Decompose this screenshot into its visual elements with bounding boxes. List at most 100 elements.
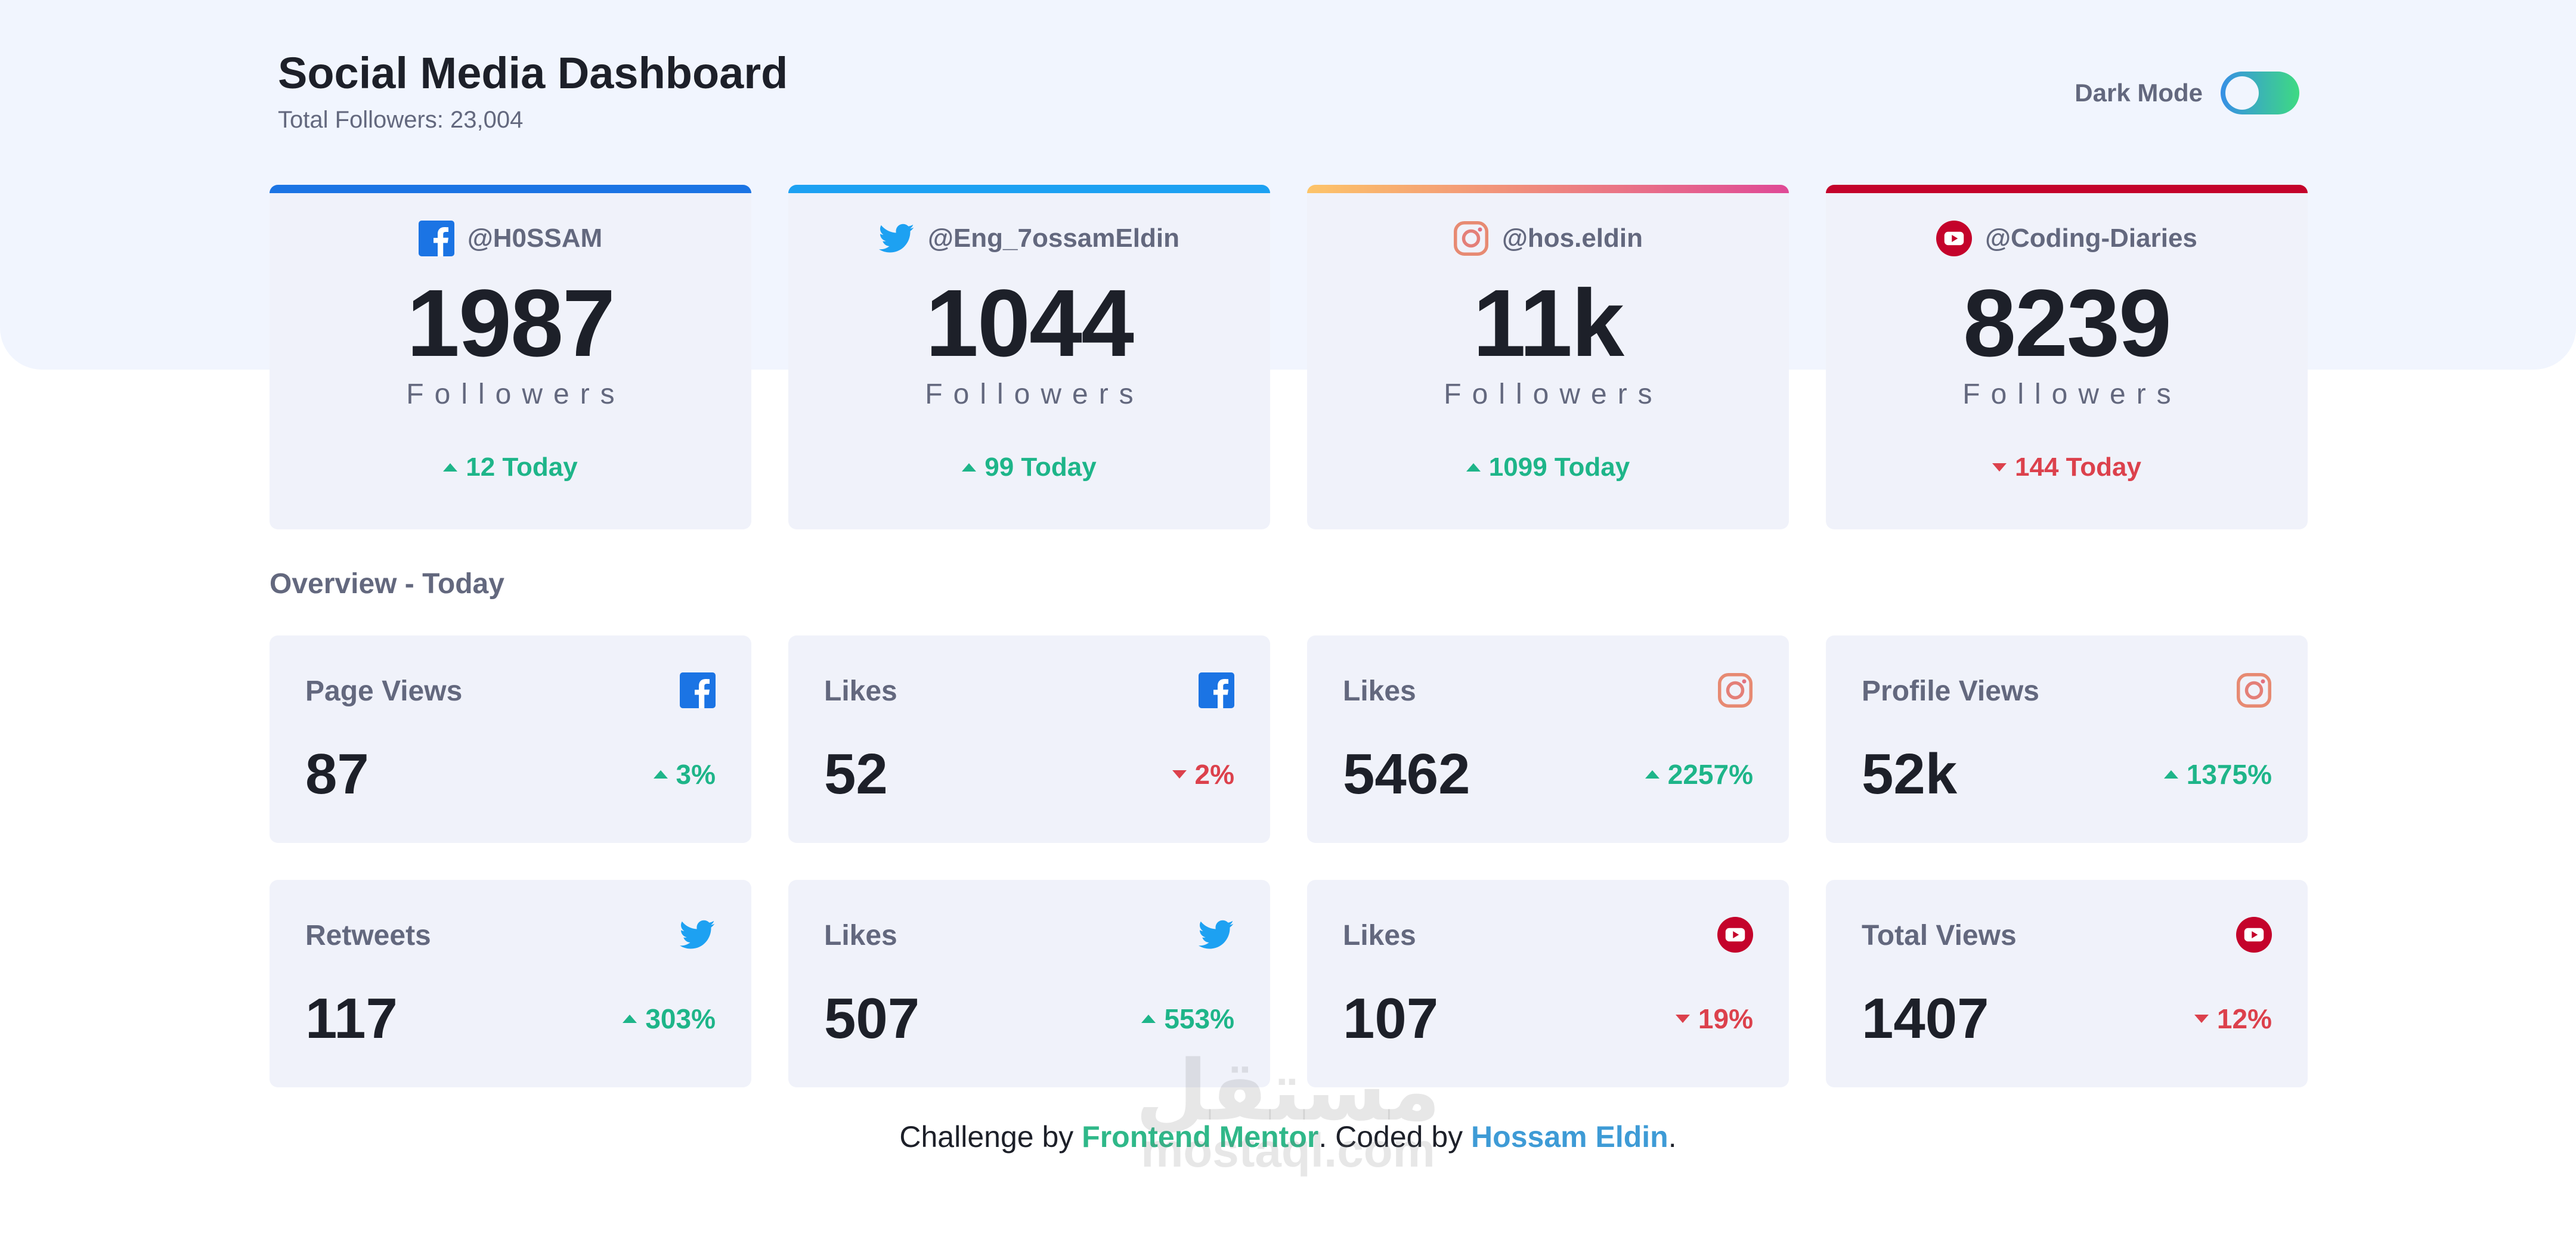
- twitter-icon: [879, 221, 915, 256]
- follower-count: 1987: [407, 269, 615, 376]
- facebook-icon: [680, 672, 716, 711]
- toggle-knob: [2225, 76, 2259, 110]
- followers-label: Followers: [406, 379, 626, 410]
- overview-value: 52k: [1862, 742, 1958, 806]
- follower-count: 11k: [1472, 269, 1624, 376]
- overview-card[interactable]: Retweets 117 303%: [270, 880, 751, 1087]
- instagram-icon: [1453, 221, 1489, 256]
- footer-middle: . Coded by: [1318, 1120, 1472, 1154]
- today-change: 144 Today: [1826, 452, 2308, 482]
- handle-row: @Coding-Diaries: [1826, 221, 2308, 256]
- followers-label: Followers: [1962, 379, 2182, 410]
- overview-value: 52: [824, 742, 888, 806]
- frontend-mentor-link[interactable]: Frontend Mentor: [1082, 1120, 1319, 1154]
- arrow-down-icon: [2194, 1015, 2209, 1023]
- youtube-icon: [2236, 917, 2272, 956]
- facebook-icon: [418, 221, 454, 256]
- overview-change-text: 1375%: [2186, 759, 2272, 790]
- twitter-icon: [1198, 917, 1234, 956]
- overview-value: 507: [824, 987, 920, 1050]
- overview-value: 107: [1343, 987, 1439, 1050]
- overview-grid: Page Views 87 3% Likes 52 2% Likes 5462 …: [270, 635, 2308, 1087]
- watermark-arabic: مستقل: [1135, 1044, 1441, 1137]
- card-handle: @H0SSAM: [467, 224, 603, 253]
- overview-change: 3%: [653, 758, 716, 790]
- arrow-down-icon: [1675, 1015, 1690, 1023]
- total-followers: Total Followers: 23,004: [278, 107, 524, 134]
- follower-count: 8239: [1963, 269, 2172, 376]
- handle-row: @H0SSAM: [270, 221, 751, 256]
- overview-value: 1407: [1862, 987, 1989, 1050]
- overview-change: 303%: [623, 1003, 716, 1035]
- overview-card[interactable]: Likes 5462 2257%: [1307, 635, 1789, 843]
- overview-change-text: 2257%: [1667, 759, 1753, 790]
- footer: Challenge by Frontend Mentor. Coded by H…: [0, 1120, 2576, 1154]
- overview-change-text: 3%: [676, 759, 716, 790]
- card-handle: @Eng_7ossamEldin: [928, 224, 1179, 253]
- card-accent-bar: [1826, 185, 2308, 193]
- card-accent-bar: [788, 185, 1270, 193]
- facebook-icon: [1199, 672, 1234, 711]
- arrow-down-icon: [1992, 463, 2007, 472]
- overview-label: Profile Views: [1862, 675, 2039, 707]
- page-title: Social Media Dashboard: [278, 48, 788, 98]
- overview-card[interactable]: Profile Views 52k 1375%: [1826, 635, 2308, 843]
- overview-label: Total Views: [1862, 920, 2017, 951]
- follower-count: 1044: [925, 269, 1134, 376]
- instagram-icon: [2236, 672, 2272, 711]
- overview-card[interactable]: Likes 52 2%: [788, 635, 1270, 843]
- footer-prefix: Challenge by: [899, 1120, 1082, 1154]
- card-accent-bar: [270, 185, 751, 193]
- follower-card-facebook[interactable]: @H0SSAM 1987 Followers 12 Today: [270, 185, 751, 529]
- youtube-icon: [1717, 917, 1753, 956]
- card-handle: @hos.eldin: [1501, 224, 1643, 253]
- arrow-up-icon: [623, 1015, 637, 1023]
- overview-change-text: 303%: [645, 1003, 716, 1034]
- overview-change-text: 12%: [2216, 1003, 2272, 1034]
- overview-label: Likes: [824, 920, 897, 951]
- overview-label: Likes: [1343, 920, 1416, 951]
- overview-change: 2%: [1172, 758, 1234, 790]
- author-link[interactable]: Hossam Eldin: [1471, 1120, 1668, 1154]
- footer-suffix: .: [1668, 1120, 1677, 1154]
- card-handle: @Coding-Diaries: [1985, 224, 2197, 253]
- handle-row: @hos.eldin: [1307, 221, 1789, 256]
- overview-change: 2257%: [1645, 758, 1753, 790]
- overview-change-text: 553%: [1164, 1003, 1234, 1034]
- overview-card[interactable]: Total Views 1407 12%: [1826, 880, 2308, 1087]
- follower-card-instagram[interactable]: @hos.eldin 11k Followers 1099 Today: [1307, 185, 1789, 529]
- today-change: 12 Today: [270, 452, 751, 482]
- overview-card[interactable]: Page Views 87 3%: [270, 635, 751, 843]
- dark-mode-label: Dark Mode: [2075, 79, 2203, 107]
- follower-cards: @H0SSAM 1987 Followers 12 Today @Eng_7os…: [270, 185, 2308, 529]
- overview-label: Likes: [824, 675, 897, 707]
- instagram-icon: [1717, 672, 1753, 711]
- arrow-up-icon: [1645, 770, 1659, 779]
- arrow-up-icon: [962, 463, 977, 472]
- dark-mode-control: Dark Mode: [2075, 72, 2299, 114]
- overview-value: 87: [305, 742, 369, 806]
- today-change: 1099 Today: [1307, 452, 1789, 482]
- today-change-text: 99 Today: [984, 452, 1097, 482]
- youtube-icon: [1936, 221, 1973, 256]
- overview-card[interactable]: Likes 107 19%: [1307, 880, 1789, 1087]
- overview-card[interactable]: Likes 507 553%: [788, 880, 1270, 1087]
- overview-change: 553%: [1141, 1003, 1234, 1035]
- follower-card-youtube[interactable]: @Coding-Diaries 8239 Followers 144 Today: [1826, 185, 2308, 529]
- overview-change: 12%: [2194, 1003, 2272, 1035]
- card-accent-bar: [1307, 185, 1789, 193]
- overview-change: 1375%: [2163, 758, 2272, 790]
- watermark-latin: mostaql.com: [1141, 1124, 1435, 1177]
- overview-change-text: 19%: [1698, 1003, 1753, 1034]
- followers-label: Followers: [925, 379, 1144, 410]
- overview-label: Likes: [1343, 675, 1416, 707]
- page-header: Social Media Dashboard Total Followers: …: [278, 49, 788, 134]
- today-change: 99 Today: [788, 452, 1270, 482]
- follower-card-twitter[interactable]: @Eng_7ossamEldin 1044 Followers 99 Today: [788, 185, 1270, 529]
- arrow-down-icon: [1172, 770, 1187, 779]
- overview-change-text: 2%: [1194, 759, 1234, 790]
- watermark: مستقل mostaql.com: [1133, 1049, 1443, 1174]
- dark-mode-toggle[interactable]: [2221, 72, 2299, 114]
- overview-change: 19%: [1675, 1003, 1753, 1035]
- arrow-up-icon: [443, 463, 458, 472]
